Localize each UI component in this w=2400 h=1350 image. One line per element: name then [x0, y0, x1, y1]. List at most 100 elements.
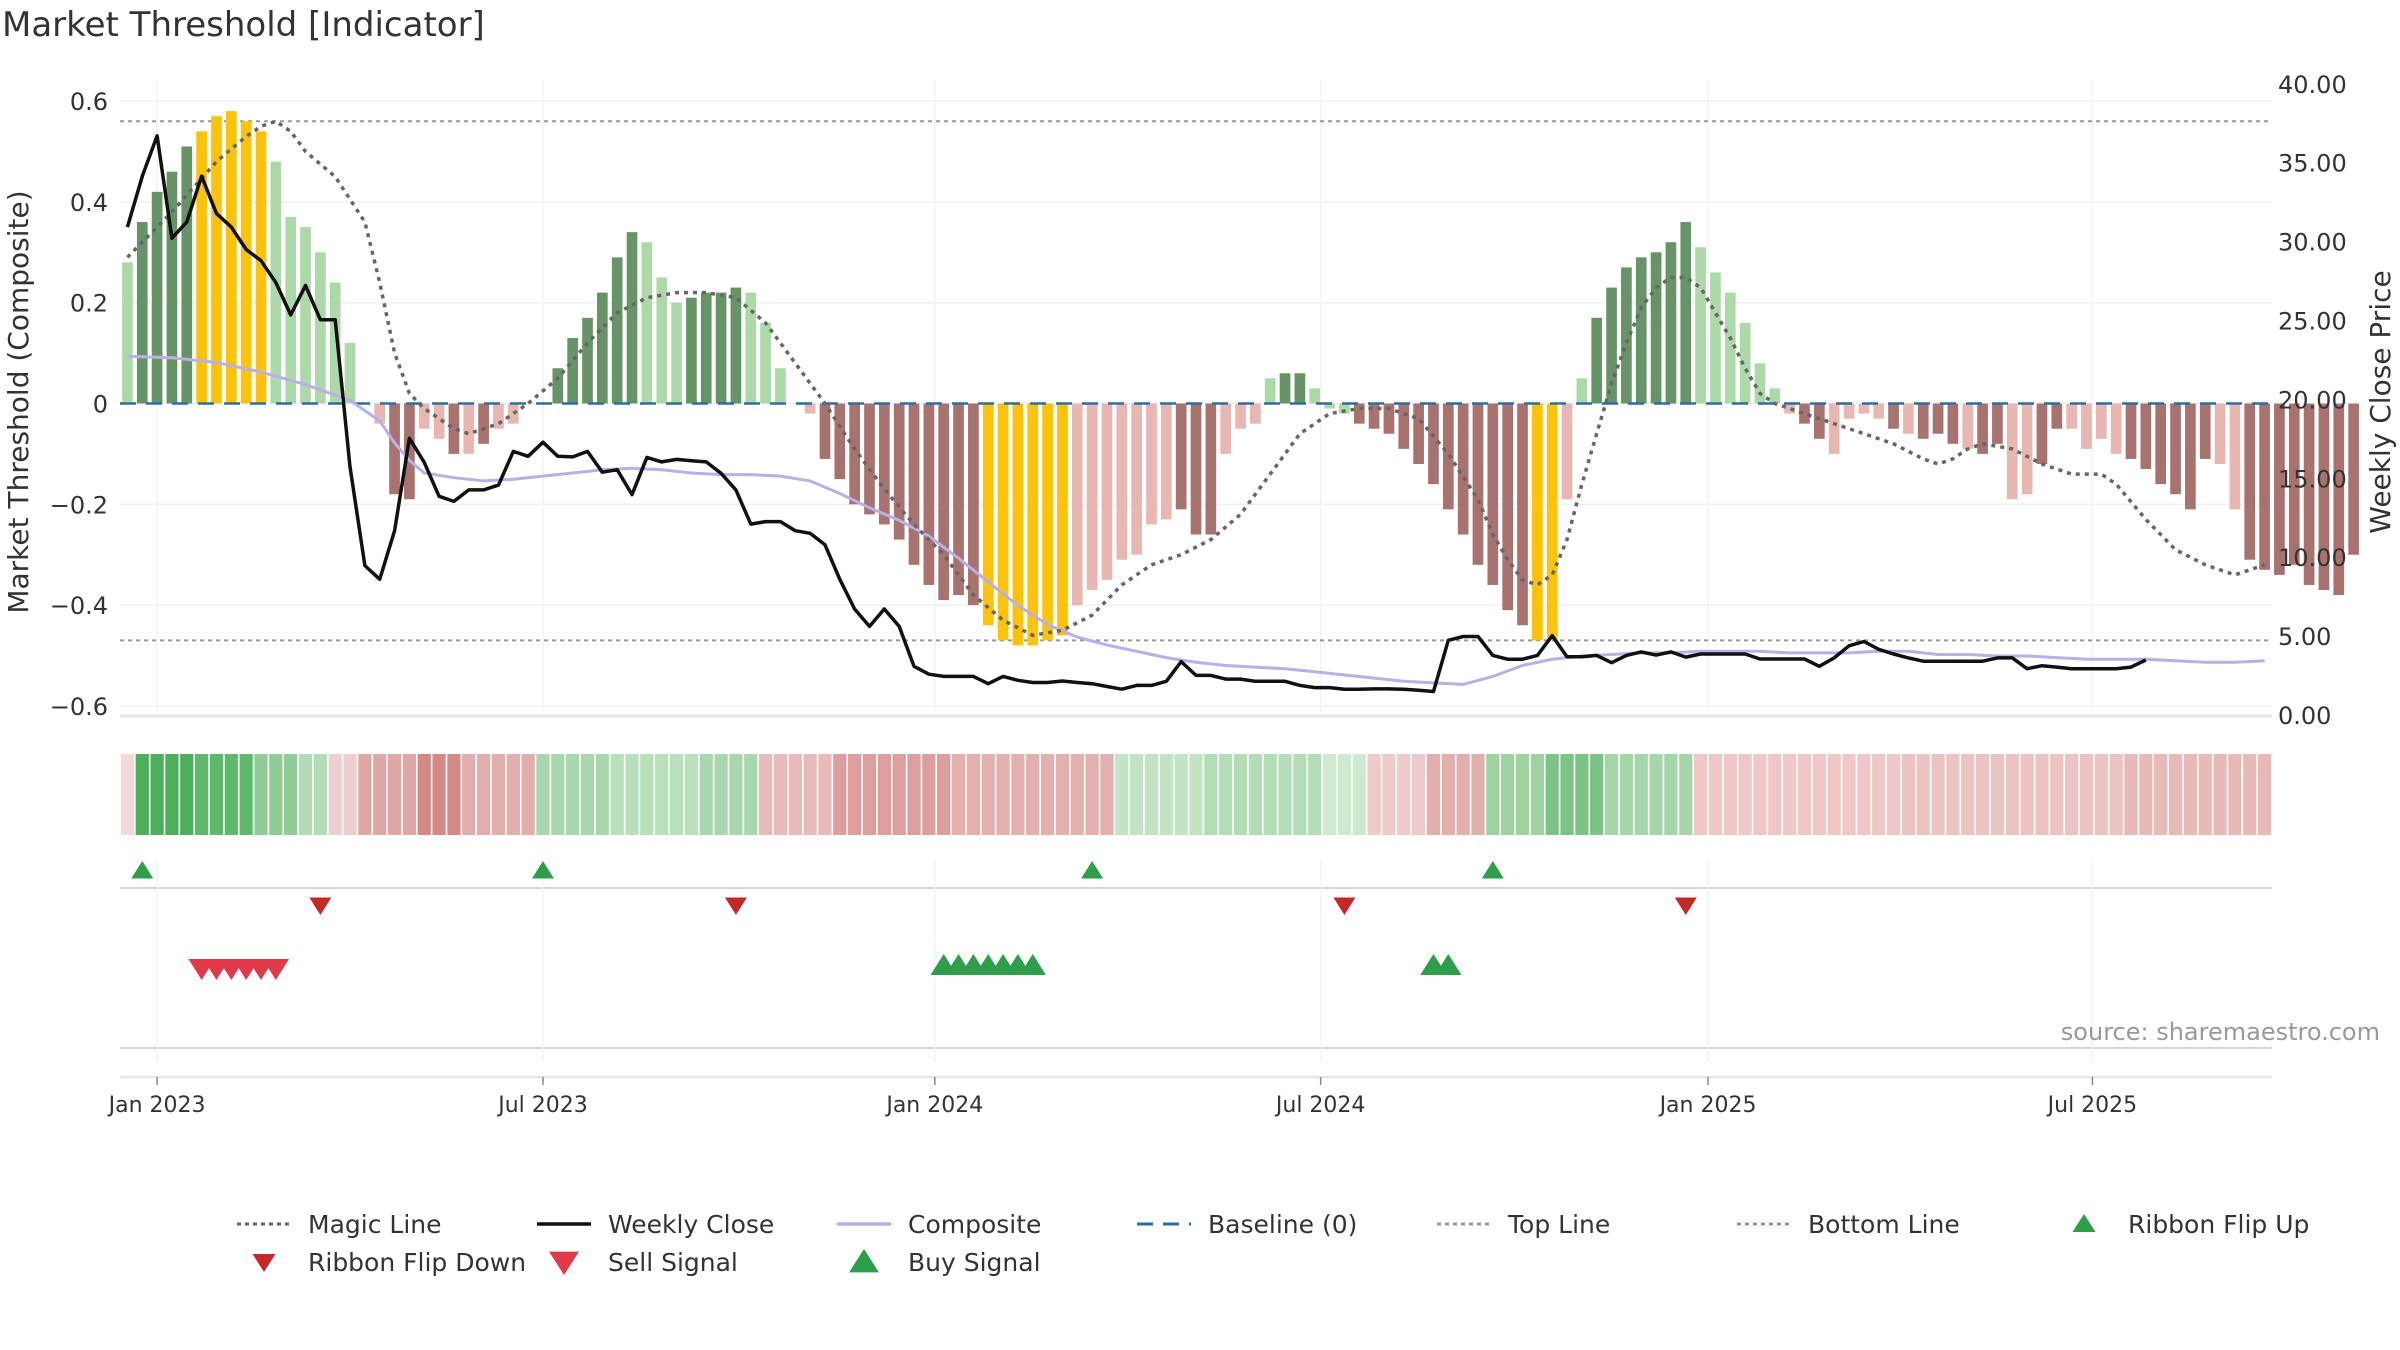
histogram-bar: [1368, 403, 1380, 429]
ribbon-cell: [1486, 754, 1500, 835]
right-axis-label: Weekly Close Price: [2364, 270, 2397, 533]
ribbon-cell: [1827, 754, 1841, 835]
ribbon-cell: [462, 754, 476, 835]
ribbon-cell: [1011, 754, 1025, 835]
histogram-bar: [300, 227, 311, 404]
histogram-bar: [1071, 403, 1083, 606]
ribbon-cell: [1783, 754, 1797, 835]
legend-label: Composite: [908, 1210, 1041, 1239]
histogram-bar: [225, 111, 237, 404]
histogram-bar: [1116, 403, 1128, 560]
ribbon-cell: [476, 754, 491, 835]
ribbon-cell: [254, 754, 268, 835]
ribbon-cell: [120, 754, 135, 835]
ribbon-cell: [1886, 754, 1901, 835]
histogram-bar: [2333, 403, 2345, 596]
ribbon-cell: [1471, 754, 1485, 835]
ribbon-flip-up-marker: [1481, 861, 1504, 879]
histogram-bar: [671, 302, 682, 404]
ribbon-cell: [2124, 754, 2138, 835]
ribbon-cell: [684, 754, 699, 835]
histogram-bar: [1650, 252, 1662, 404]
histogram-bar: [196, 131, 207, 404]
ribbon-flip-down-marker: [724, 897, 747, 915]
histogram-bar: [418, 403, 430, 429]
legend: Magic Line Weekly Close Composite Baseline …: [237, 1210, 2309, 1277]
histogram-bar: [329, 282, 341, 404]
ribbon-cell: [2139, 754, 2153, 835]
ribbon-flip-down-marker: [1674, 897, 1697, 915]
histogram-bar: [1309, 388, 1321, 404]
ribbon-cell: [922, 754, 936, 835]
ribbon-cell: [1768, 754, 1782, 835]
legend-label: Buy Signal: [908, 1248, 1041, 1277]
histogram-bar: [1813, 403, 1825, 439]
ribbon-cell: [269, 754, 283, 835]
histogram-bar: [1561, 403, 1573, 500]
histogram-bar: [834, 403, 846, 480]
legend-item: Bottom Line: [1737, 1210, 1960, 1239]
histogram-bar: [478, 403, 489, 444]
ribbon-cell: [1308, 754, 1322, 835]
histogram-bar: [1353, 403, 1365, 424]
ribbon-cell: [1649, 754, 1663, 835]
left-axis-tick-label: 0.6: [70, 88, 108, 116]
ribbon-cell: [699, 754, 713, 835]
source-note: source: sharemaestro.com: [2061, 1018, 2380, 1046]
histogram-bar: [2274, 403, 2285, 575]
ribbon-cell: [580, 754, 595, 835]
right-axis-tick-label: 0.00: [2278, 702, 2331, 730]
histogram-bar: [122, 262, 133, 404]
ribbon-cell: [1055, 754, 1070, 835]
ribbon-cell: [1397, 754, 1411, 835]
ribbon-cell: [1961, 754, 1975, 835]
legend-swatch: [252, 1254, 276, 1272]
ribbon-cell: [1664, 754, 1678, 835]
ribbon-cell: [551, 754, 565, 835]
ribbon-cell: [1515, 754, 1530, 835]
left-axis-tick-label: 0.2: [70, 290, 108, 318]
ribbon-cell: [818, 754, 832, 835]
histogram-bar: [1576, 378, 1588, 404]
histogram-bar: [1591, 317, 1603, 404]
ribbon-cell: [1278, 754, 1292, 835]
left-axis: 0.6 0.4 0.2 0 −0.2 −0.4 −0.6: [50, 88, 108, 721]
histogram-bar: [2036, 403, 2048, 464]
ribbon-cell: [1872, 754, 1886, 835]
histogram-bar: [211, 116, 222, 404]
histogram-bar: [1205, 403, 1217, 535]
main-grid: [120, 80, 2272, 718]
ribbon-cell: [1560, 754, 1574, 835]
ribbon-cell: [1679, 754, 1693, 835]
ribbon-cell: [1248, 754, 1262, 835]
histogram-bar: [1428, 403, 1439, 485]
ribbon-cell: [1975, 754, 1990, 835]
histogram-bar: [686, 297, 697, 404]
histogram-bar: [2244, 403, 2256, 560]
histogram-bar: [923, 403, 935, 585]
ribbon-cell: [595, 754, 609, 835]
histogram-bar: [2185, 403, 2196, 510]
ribbon-cell: [239, 754, 253, 835]
ribbon-cell: [937, 754, 951, 835]
histogram-bar: [2021, 403, 2033, 495]
histogram-bar: [493, 403, 504, 429]
histogram-bar: [1264, 378, 1276, 404]
ribbon-cell: [1322, 754, 1337, 835]
ribbon-cell: [848, 754, 862, 835]
ribbon-cell: [1990, 754, 2005, 835]
ribbon-cell: [2065, 754, 2079, 835]
ribbon-cell: [1812, 754, 1826, 835]
ribbon-cell: [1916, 754, 1930, 835]
histogram-bar: [374, 403, 386, 424]
histogram-bar: [1086, 403, 1098, 590]
ribbon-cell: [2213, 754, 2227, 835]
ribbon-cell: [951, 754, 966, 835]
histogram-bar: [2288, 403, 2300, 565]
histogram-bar: [1250, 403, 1261, 424]
ribbon-cell: [313, 754, 327, 835]
ribbon-cell: [2094, 754, 2108, 835]
histogram-bar: [1992, 403, 2003, 444]
histogram-bar: [1828, 403, 1840, 454]
histogram-bar: [641, 242, 653, 404]
